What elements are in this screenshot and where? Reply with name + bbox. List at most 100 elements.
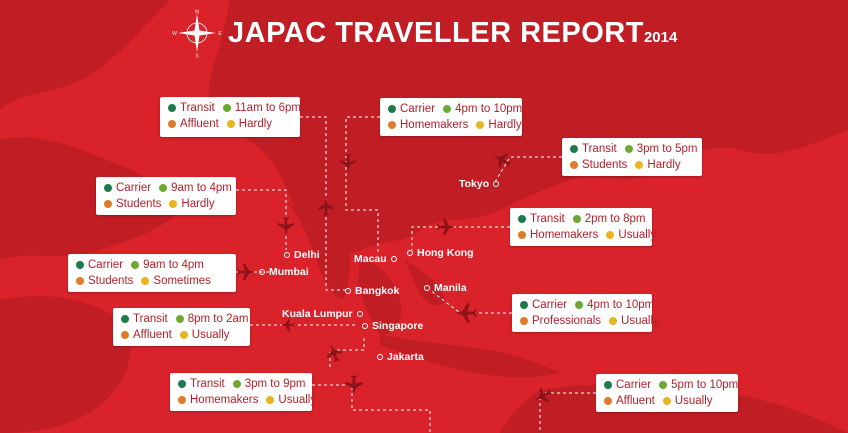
city-label: Singapore [372,320,424,332]
green-dot-icon [520,301,528,309]
green-dot-icon [388,105,396,113]
yellow-dot-icon [169,200,178,208]
plane-icon [455,303,477,323]
plane-icon [535,387,553,403]
card-audience: Professionals [532,315,602,327]
card-time: 4pm to 10pm [587,299,655,311]
card-time: 5pm to 10pm [671,379,739,391]
green-dot-icon [178,380,186,388]
card-row-primary: Carrier 9am to 4pm [76,257,228,273]
card-row-secondary: Students Hardly [104,196,228,212]
orange-dot-icon [604,397,612,405]
yellow-dot-icon [606,231,615,239]
yellow-dot-icon [635,161,644,169]
orange-dot-icon [121,331,129,339]
page-title: JAPAC TRAVELLER REPORT2014 [228,17,677,50]
card-audience: Students [116,198,162,210]
card-frequency: Hardly [488,119,522,131]
card-row-secondary: Professionals Usually [520,313,659,329]
light-green-dot-icon [572,215,581,223]
plane-icon [340,154,356,172]
card-time: 4pm to 10pm [455,103,523,115]
city-label: Manila [434,282,467,294]
card-audience: Affluent [180,118,219,130]
plane-icon [437,219,455,235]
card-frequency: Hardly [181,198,215,210]
light-green-dot-icon [575,301,584,309]
info-card-delhi: Transit 11am to 6pm Affluent Hardly [160,97,301,137]
city-label: Kuala Lumpur [282,308,353,320]
card-row-secondary: Homemakers Usually [518,227,656,243]
card-row-primary: Transit 3pm to 9pm [178,376,305,392]
yellow-dot-icon [609,317,618,325]
yellow-dot-icon [266,396,275,404]
orange-dot-icon [168,120,176,128]
compass-icon: N S E W [172,10,222,59]
city-marker-icon [356,311,363,317]
card-frequency: Usually [674,395,713,407]
card-time: 9am to 4pm [171,182,232,194]
card-audience: Homemakers [400,119,469,131]
card-row-secondary: Affluent Usually [121,327,242,343]
card-type: Transit [190,378,225,390]
city-label: Delhi [294,249,320,261]
plane-icons [237,153,553,403]
card-row-secondary: Affluent Usually [604,393,730,409]
city-marker-icon [284,252,290,258]
card-time: 11am to 6pm [234,102,301,114]
city-kualalumpur: Kuala Lumpur [282,308,367,320]
city-delhi: Delhi [280,249,320,261]
yellow-dot-icon [476,121,485,129]
city-mumbai: Mumbai [255,266,309,278]
card-row-primary: Carrier 5pm to 10pm [604,377,738,393]
green-dot-icon [76,261,84,269]
card-row-primary: Transit 11am to 6pm [168,100,301,116]
card-type: Transit [530,213,565,225]
card-audience: Students [88,275,134,287]
light-green-dot-icon [659,381,668,389]
info-card-manila: Carrier 4pm to 10pm Professionals Usuall… [512,294,659,332]
city-marker-icon [362,323,368,329]
card-audience: Students [582,159,628,171]
plane-icon [345,375,363,395]
title-text: JAPAC TRAVELLER REPORT [228,16,644,49]
light-green-dot-icon [222,104,231,112]
card-type: Transit [133,313,168,325]
card-audience: Affluent [133,329,172,341]
yellow-dot-icon [662,397,671,405]
info-card-southeast: Carrier 5pm to 10pm Affluent Usually [596,374,738,412]
card-frequency: Usually [618,229,657,241]
card-row-secondary: Affluent Hardly [168,116,292,132]
plane-icon [278,217,294,235]
card-type: Carrier [116,182,152,194]
city-marker-icon [424,285,430,291]
light-green-dot-icon [131,261,140,269]
title-year: 2014 [643,28,678,46]
card-frequency: Hardly [238,118,273,130]
plane-icon [237,264,255,280]
card-row-primary: Transit 2pm to 8pm [518,211,645,227]
header: N S E W JAPAC TRAVELLER REPORT2014 [172,8,677,59]
light-green-dot-icon [232,380,241,388]
light-green-dot-icon [159,184,168,192]
orange-dot-icon [388,121,396,129]
city-marker-icon [493,181,500,187]
city-jakarta: Jakarta [373,351,424,363]
city-singapore: Singapore [358,320,423,332]
info-card-hongkong: Transit 2pm to 8pm Homemakers Usually [510,208,656,246]
card-row-secondary: Students Hardly [570,157,694,173]
compass-e: E [218,31,222,37]
card-row-primary: Transit 8pm to 2am [121,311,248,327]
city-label: Tokyo [459,178,490,190]
city-label: Mumbai [269,266,309,278]
orange-dot-icon [76,277,84,285]
light-green-dot-icon [443,105,452,113]
compass-n: N [195,10,199,16]
info-card-tokyo: Transit 3pm to 5pm Students Hardly [562,138,702,176]
card-frequency: Hardly [647,159,681,171]
green-dot-icon [518,215,526,223]
city-manila: Manila [420,282,467,294]
card-type: Carrier [616,379,652,391]
